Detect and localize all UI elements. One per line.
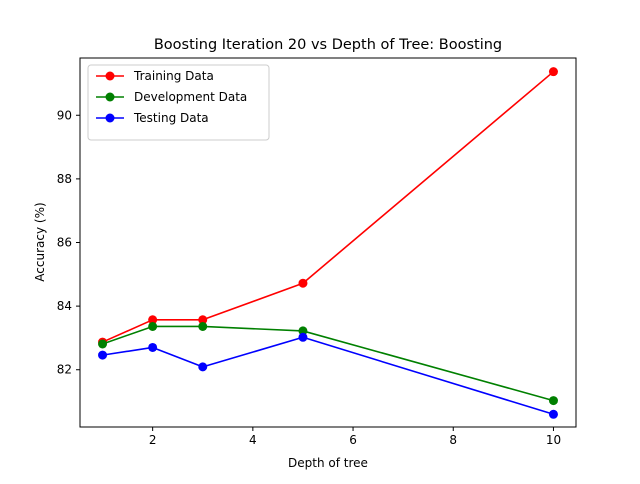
data-point <box>198 321 208 331</box>
x-tick-label: 4 <box>249 433 257 447</box>
legend-marker <box>105 113 115 123</box>
data-point <box>148 342 158 352</box>
y-tick-label: 82 <box>57 363 72 377</box>
series-line <box>102 336 554 416</box>
y-axis-title: Accuracy (%) <box>33 202 47 281</box>
x-tick-label: 2 <box>149 433 157 447</box>
x-axis-title: Depth of tree <box>288 456 368 470</box>
y-tick-label: 90 <box>57 108 72 122</box>
y-tick-label: 86 <box>57 236 72 250</box>
x-tick-label: 10 <box>546 433 561 447</box>
legend-entry: Testing Data <box>96 111 209 125</box>
x-tick-label: 8 <box>449 433 457 447</box>
series-3 <box>98 332 558 419</box>
y-tick-label: 84 <box>57 299 72 313</box>
legend-marker <box>105 71 115 81</box>
chart-title: Boosting Iteration 20 vs Depth of Tree: … <box>154 37 502 53</box>
series-2 <box>98 321 558 406</box>
data-point <box>98 350 108 360</box>
data-point <box>548 409 558 419</box>
legend: Training Data Development Data Testing Dat… <box>87 64 270 141</box>
data-point <box>298 332 308 342</box>
plot-area <box>98 67 558 419</box>
data-point <box>198 362 208 372</box>
legend-label: Training Data <box>133 69 214 83</box>
legend-label: Testing Data <box>133 111 209 125</box>
x-tick-label: 6 <box>349 433 357 447</box>
data-point <box>298 326 308 336</box>
data-point <box>548 396 558 406</box>
data-point <box>148 321 158 331</box>
data-point <box>148 315 158 325</box>
legend-entry: Development Data <box>96 90 247 104</box>
legend-box <box>87 64 270 141</box>
data-point <box>298 278 308 288</box>
series-line <box>102 325 554 402</box>
legend-marker <box>105 92 115 102</box>
legend-entry: Training Data <box>96 69 214 83</box>
axes: 2 4 6 8 10 82 84 86 88 90 <box>57 57 577 447</box>
data-point <box>548 67 558 77</box>
y-tick-label: 88 <box>57 172 72 186</box>
data-point <box>198 315 208 325</box>
legend-label: Development Data <box>134 90 247 104</box>
data-point <box>98 339 108 349</box>
